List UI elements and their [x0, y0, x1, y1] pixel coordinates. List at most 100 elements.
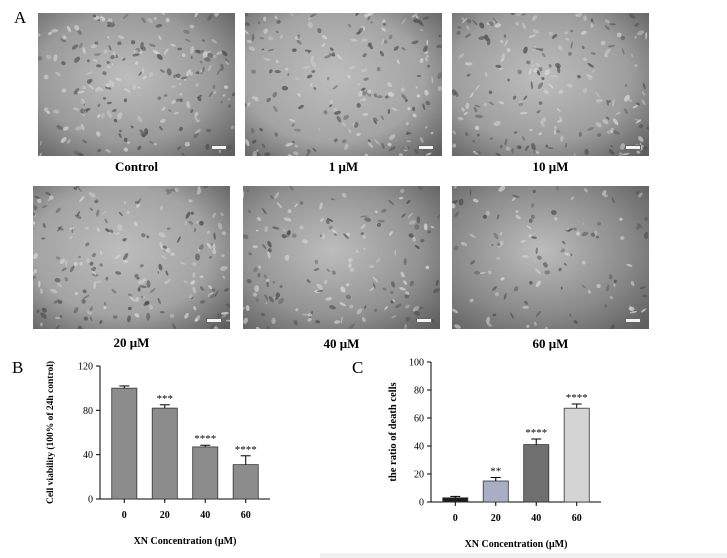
x-tick-label: 20	[160, 510, 170, 521]
cell	[510, 312, 514, 319]
cell	[404, 291, 410, 296]
cell	[268, 48, 274, 52]
x-tick-label: 40	[200, 510, 210, 521]
cell	[268, 296, 274, 303]
cell	[460, 241, 468, 247]
cell	[395, 303, 402, 309]
cell	[85, 226, 89, 230]
cell	[370, 21, 373, 24]
cell	[69, 265, 75, 273]
scale-bar	[625, 145, 641, 150]
cell	[193, 306, 197, 311]
cell	[557, 45, 563, 51]
cell	[74, 214, 82, 219]
cell	[263, 274, 267, 279]
cell	[419, 137, 424, 143]
cell	[511, 197, 516, 202]
micrograph-background	[243, 186, 440, 329]
cell	[367, 141, 374, 148]
cell	[173, 112, 180, 115]
micrograph-control	[38, 13, 235, 156]
cell	[454, 211, 459, 218]
cell	[580, 30, 587, 35]
cell	[360, 223, 366, 230]
cell	[436, 44, 442, 49]
cell	[82, 47, 86, 54]
cell	[165, 17, 170, 23]
cell	[425, 100, 431, 106]
cell	[268, 36, 274, 41]
cell	[37, 198, 42, 204]
cell	[209, 255, 212, 259]
cell	[590, 52, 596, 55]
cell	[255, 326, 261, 329]
cell	[416, 94, 421, 98]
cell	[105, 276, 109, 281]
cell	[620, 143, 626, 150]
cell	[530, 81, 533, 90]
cell	[618, 152, 623, 156]
cell	[216, 51, 223, 56]
cell	[212, 212, 217, 219]
cell	[469, 188, 472, 197]
cell	[362, 91, 367, 96]
cell	[224, 288, 229, 292]
cell	[554, 217, 558, 221]
cell	[217, 222, 223, 230]
cell	[204, 57, 211, 62]
cell	[406, 199, 411, 205]
cell	[512, 95, 517, 100]
cell	[538, 101, 543, 105]
cell	[412, 106, 416, 112]
cell	[211, 288, 216, 292]
cell	[196, 94, 203, 99]
cell	[134, 201, 140, 204]
panel-letter-c: C	[352, 358, 364, 377]
cell	[226, 144, 232, 152]
cell	[112, 51, 117, 58]
cell	[493, 121, 501, 126]
cell	[227, 97, 231, 101]
cell	[91, 253, 96, 258]
cell	[245, 139, 250, 147]
cell	[361, 87, 366, 92]
cell	[642, 83, 646, 90]
cell	[267, 248, 272, 253]
cell	[535, 311, 542, 317]
cell	[176, 146, 182, 150]
cell	[382, 19, 386, 24]
cell	[474, 104, 481, 108]
cell	[392, 299, 396, 302]
y-tick-label: 60	[414, 414, 424, 425]
cell	[253, 267, 258, 273]
cell	[469, 92, 474, 98]
cell	[123, 137, 128, 143]
cell	[195, 253, 200, 261]
cell	[582, 222, 585, 226]
cell	[276, 202, 283, 209]
cell	[166, 189, 173, 195]
cell	[482, 214, 487, 219]
cell	[184, 141, 190, 147]
cell	[402, 146, 410, 150]
cell	[222, 94, 226, 97]
cell	[518, 145, 522, 150]
cell	[469, 298, 474, 303]
cell	[368, 265, 375, 268]
cell	[570, 196, 575, 201]
cell	[487, 322, 492, 327]
cell	[99, 320, 103, 324]
significance-label: **	[490, 466, 501, 478]
cell	[620, 35, 626, 41]
cell	[295, 308, 299, 312]
cell	[288, 118, 296, 122]
x-tick-label: 40	[531, 513, 541, 524]
cell	[275, 59, 279, 64]
cell	[248, 46, 256, 51]
cell	[362, 113, 369, 116]
cell	[38, 56, 43, 61]
cell	[478, 35, 486, 41]
cell	[636, 191, 640, 195]
cell	[381, 27, 386, 32]
cell	[361, 38, 368, 43]
